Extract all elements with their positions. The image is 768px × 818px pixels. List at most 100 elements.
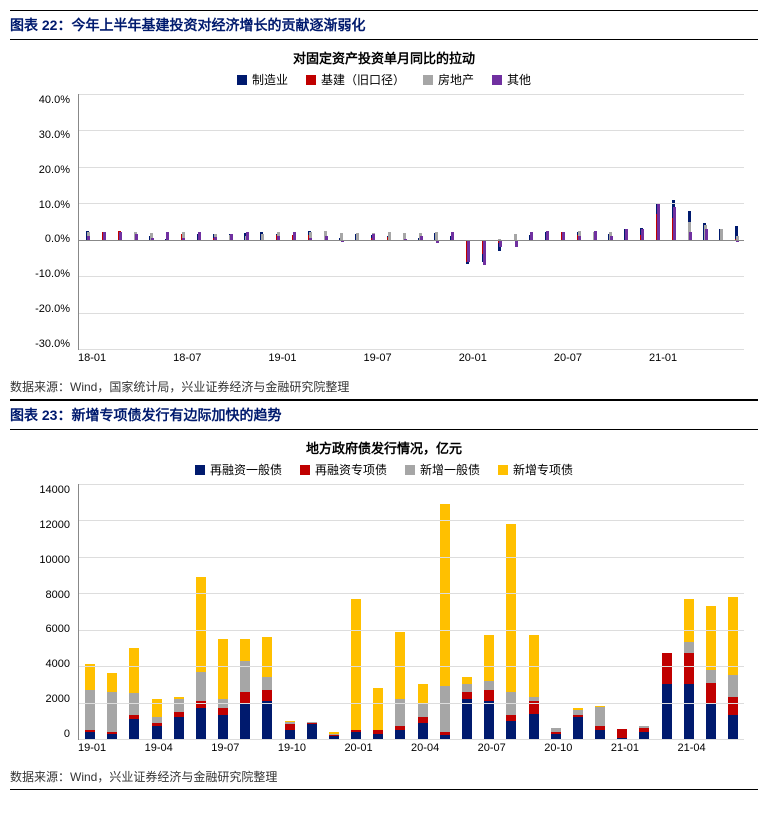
stack-bar	[395, 484, 405, 739]
bar	[103, 232, 106, 240]
x-tick: 19-07	[211, 742, 239, 764]
stack-seg	[462, 692, 472, 699]
legend-swatch	[195, 465, 205, 475]
bar-slot	[491, 94, 507, 349]
bar-slot	[589, 484, 611, 739]
stack-seg	[484, 681, 494, 690]
bar-slot	[146, 484, 168, 739]
legend-label: 制造业	[252, 71, 288, 88]
fig22-x-axis: 18-0118-0719-0119-0720-0120-0721-01	[78, 352, 744, 374]
fig22-chart: 40.0%30.0%20.0%10.0%0.0%-10.0%-20.0%-30.…	[20, 94, 748, 374]
stack-seg	[728, 675, 738, 697]
stack-seg	[373, 688, 383, 730]
bar-slot	[301, 484, 323, 739]
bar-cluster	[239, 94, 252, 349]
bar	[689, 232, 692, 239]
stack-seg	[218, 715, 228, 739]
stack-seg	[684, 684, 694, 739]
bar-cluster	[445, 94, 458, 349]
bar-cluster	[524, 94, 537, 349]
bar-cluster	[666, 94, 679, 349]
bar-cluster	[128, 94, 141, 349]
stack-seg	[218, 708, 228, 715]
stack-bar	[662, 484, 672, 739]
fig23-y-axis: 14000120001000080006000400020000	[20, 484, 74, 740]
x-tick	[731, 352, 744, 374]
stack-seg	[174, 717, 184, 739]
bar-cluster	[397, 94, 410, 349]
bar	[246, 232, 249, 239]
stack-bar	[462, 484, 472, 739]
stack-seg	[307, 722, 317, 723]
fig22-plot	[78, 94, 744, 350]
y-tick: 10000	[20, 554, 74, 566]
stack-seg	[573, 710, 583, 715]
x-tick	[506, 742, 525, 764]
bar-slot	[649, 94, 665, 349]
x-tick	[106, 742, 125, 764]
bar	[625, 229, 628, 240]
gridline	[79, 240, 744, 241]
bar-slot	[678, 484, 700, 739]
y-tick: 14000	[20, 484, 74, 496]
stack-seg	[529, 697, 539, 701]
x-tick	[192, 742, 211, 764]
stack-bar	[639, 484, 649, 739]
x-tick	[622, 352, 635, 374]
bar-cluster	[682, 94, 695, 349]
legend-item: 基建（旧口径）	[306, 71, 405, 88]
stack-bar	[551, 484, 561, 739]
stack-seg	[373, 730, 383, 734]
bar	[562, 232, 565, 239]
fig23-legend: 再融资一般债再融资专项债新增一般债新增专项债	[10, 461, 758, 478]
x-tick	[658, 742, 677, 764]
bar	[705, 229, 708, 240]
bar-slot	[478, 484, 500, 739]
gridline	[79, 276, 744, 277]
stack-seg	[152, 723, 162, 727]
x-tick: 19-07	[364, 352, 392, 374]
bar	[166, 232, 169, 240]
stack-bar	[107, 484, 117, 739]
stack-seg	[129, 719, 139, 739]
bar-slot	[506, 94, 522, 349]
bar-slot	[316, 94, 332, 349]
bar-slot	[633, 94, 649, 349]
bar-slot	[728, 94, 744, 349]
bar-slot	[142, 94, 158, 349]
legend-swatch	[498, 465, 508, 475]
x-tick	[717, 352, 730, 374]
x-tick	[677, 352, 690, 374]
bar	[293, 232, 296, 239]
legend-swatch	[300, 465, 310, 475]
bar-slot	[256, 484, 278, 739]
bar-cluster	[144, 94, 157, 349]
stack-bar	[706, 484, 716, 739]
bar-cluster	[413, 94, 426, 349]
x-tick	[392, 352, 405, 374]
x-tick	[337, 352, 350, 374]
stack-seg	[262, 690, 272, 701]
bar-slot	[253, 94, 269, 349]
stack-seg	[639, 732, 649, 739]
bar	[356, 233, 359, 240]
x-tick	[582, 352, 595, 374]
x-tick	[706, 742, 725, 764]
stack-seg	[240, 703, 250, 739]
legend-item: 再融资一般债	[195, 461, 282, 478]
bar	[483, 240, 486, 266]
stack-seg	[506, 715, 516, 720]
bar-slot	[456, 484, 478, 739]
bar-slot	[680, 94, 696, 349]
gridline	[79, 130, 744, 131]
stack-seg	[484, 690, 494, 701]
bar	[641, 229, 644, 240]
fig22-bars	[79, 94, 744, 349]
stack-bar	[285, 484, 295, 739]
bar-cluster	[365, 94, 378, 349]
x-tick	[133, 352, 146, 374]
x-tick	[146, 352, 159, 374]
bar	[119, 232, 122, 239]
stack-seg	[529, 714, 539, 740]
bar	[388, 232, 391, 239]
